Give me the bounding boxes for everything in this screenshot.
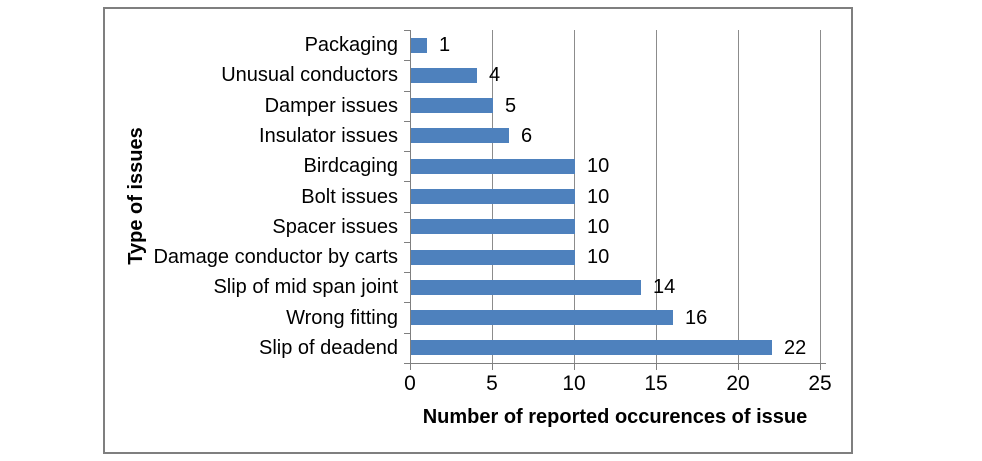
category-label: Damper issues [264, 95, 398, 117]
category-label: Wrong fitting [286, 307, 398, 329]
x-axis-tick [410, 364, 411, 370]
x-tick-label: 20 [726, 372, 750, 395]
category-label: Birdcaging [303, 155, 398, 177]
category-label: Slip of mid span joint [213, 276, 398, 298]
bar [411, 128, 509, 143]
y-axis-tick [404, 181, 410, 182]
bar [411, 38, 427, 53]
bar [411, 280, 641, 295]
gridline [738, 30, 739, 363]
x-axis-tick [574, 364, 575, 370]
bar [411, 159, 575, 174]
bar-value-label: 22 [784, 337, 807, 359]
x-axis-tick [656, 364, 657, 370]
bar-value-label: 16 [685, 307, 708, 329]
y-axis-tick [404, 121, 410, 122]
y-axis-tick [404, 212, 410, 213]
gridline [656, 30, 657, 363]
category-label: Insulator issues [259, 125, 398, 147]
bar-value-label: 14 [653, 276, 676, 298]
bar-value-label: 4 [489, 64, 501, 86]
y-axis-tick [404, 91, 410, 92]
x-axis-tick [820, 364, 821, 370]
bar-value-label: 10 [587, 246, 610, 268]
category-label: Spacer issues [272, 216, 398, 238]
y-axis-tick [404, 60, 410, 61]
x-tick-label: 15 [644, 372, 668, 395]
bar [411, 68, 477, 83]
bar-value-label: 10 [587, 216, 610, 238]
x-axis-tick [492, 364, 493, 370]
category-label: Packaging [304, 34, 398, 56]
bar [411, 310, 673, 325]
y-axis-tick [404, 302, 410, 303]
x-tick-label: 5 [486, 372, 498, 395]
bar-value-label: 5 [505, 95, 517, 117]
category-label: Slip of deadend [258, 337, 398, 359]
y-axis-tick [404, 242, 410, 243]
category-label: Unusual conductors [221, 64, 398, 86]
bar-value-label: 10 [587, 155, 610, 177]
x-axis-title: Number of reported occurences of issue [422, 406, 808, 428]
x-axis-line [404, 363, 826, 364]
bar-value-label: 6 [521, 125, 533, 147]
x-tick-label: 10 [562, 372, 586, 395]
bar [411, 98, 493, 113]
bar [411, 189, 575, 204]
category-label: Bolt issues [301, 186, 398, 208]
bar-value-label: 10 [587, 186, 610, 208]
x-tick-label: 0 [404, 372, 416, 395]
category-label: Damage conductor by carts [153, 246, 398, 268]
y-axis-tick [404, 30, 410, 31]
bar [411, 250, 575, 265]
x-axis-tick [738, 364, 739, 370]
bar [411, 219, 575, 234]
gridline [820, 30, 821, 363]
y-axis-line [410, 30, 411, 364]
y-axis-tick [404, 151, 410, 152]
y-axis-tick [404, 333, 410, 334]
x-tick-label: 25 [808, 372, 832, 395]
bar-value-label: 1 [439, 34, 451, 56]
bar [411, 340, 772, 355]
y-axis-tick [404, 272, 410, 273]
